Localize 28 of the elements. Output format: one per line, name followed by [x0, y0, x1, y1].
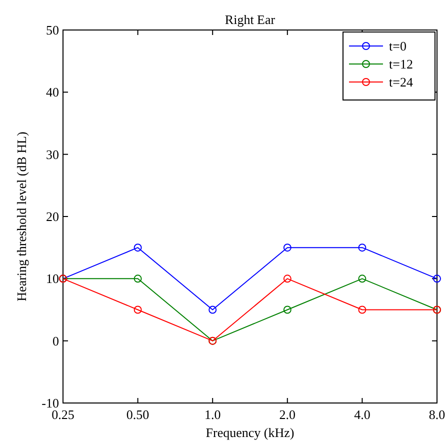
point [208, 306, 217, 314]
y-tick-label: 20 [46, 209, 59, 224]
point [433, 274, 441, 283]
x-axis-title: Frequency (kHz) [206, 425, 294, 440]
point [134, 274, 142, 283]
chart-title: Right Ear [224, 12, 276, 27]
point [283, 306, 292, 314]
y-tick-label: 10 [46, 271, 59, 286]
x-tick-label: 4.0 [354, 407, 370, 422]
legend-label: t=24 [389, 74, 414, 90]
x-tick-label: 8.0 [428, 407, 446, 422]
legend-label: t=0 [389, 38, 406, 54]
point [358, 244, 366, 252]
point [134, 244, 142, 252]
point [283, 274, 292, 283]
y-tick-label: 30 [46, 146, 59, 162]
y-tick-label: 40 [46, 84, 59, 100]
point [358, 274, 366, 283]
x-tick-label: 0.50 [126, 407, 150, 422]
legend-label: t=12 [389, 56, 413, 72]
x-tick-label: 2.0 [279, 407, 296, 422]
point [134, 306, 142, 314]
y-tick-label: 50 [46, 22, 59, 38]
point [358, 306, 366, 314]
y-axis-title: Hearing threshold level (dB HL) [14, 132, 29, 302]
point [283, 244, 292, 252]
y-tick-label: 0 [52, 333, 59, 348]
x-tick-label: 1.0 [204, 407, 221, 422]
